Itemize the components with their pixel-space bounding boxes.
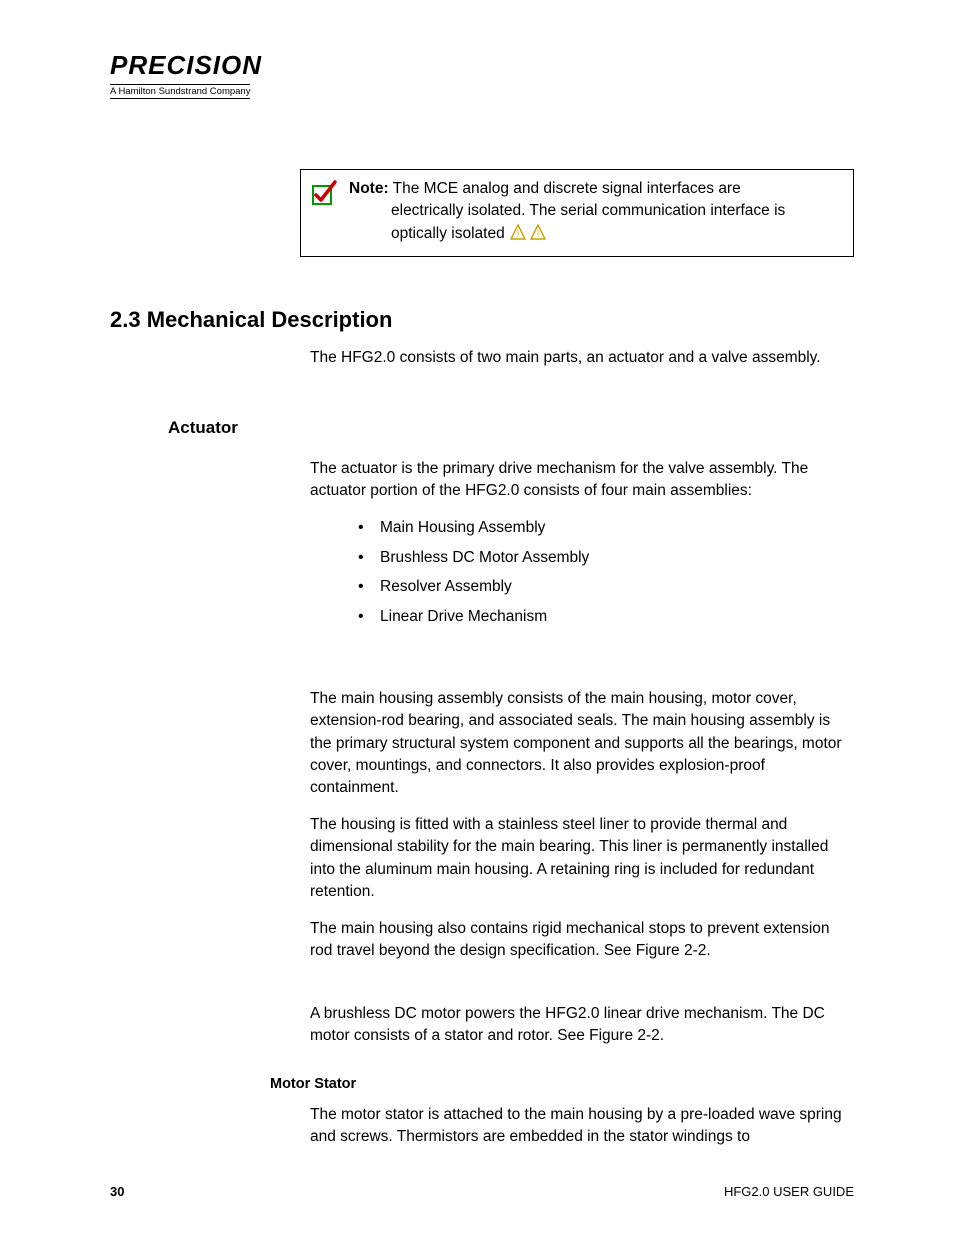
list-item: Resolver Assembly (358, 576, 854, 598)
svg-text:!: ! (537, 229, 540, 239)
actuator-p3: The housing is fitted with a stainless s… (310, 814, 854, 904)
actuator-heading: Actuator (168, 418, 854, 438)
actuator-bullets: Main Housing Assembly Brushless DC Motor… (358, 517, 854, 628)
note-line3: optically isolated (391, 225, 505, 242)
actuator-p4: The main housing also contains rigid mec… (310, 918, 854, 963)
logo-tagline: A Hamilton Sundstrand Company (110, 84, 250, 99)
motor-stator-p1: The motor stator is attached to the main… (310, 1104, 854, 1149)
logo-block: PRECISION A Hamilton Sundstrand Company (110, 50, 854, 99)
page-footer: 30 HFG2.0 USER GUIDE (110, 1184, 854, 1199)
list-item: Brushless DC Motor Assembly (358, 547, 854, 569)
doc-title: HFG2.0 USER GUIDE (724, 1184, 854, 1199)
section-intro: The HFG2.0 consists of two main parts, a… (310, 347, 854, 369)
note-text: Note: The MCE analog and discrete signal… (349, 178, 843, 248)
note-line1: The MCE analog and discrete signal inter… (393, 180, 741, 197)
list-item: Main Housing Assembly (358, 517, 854, 539)
note-label: Note: (349, 180, 389, 197)
logo-brand: PRECISION (110, 50, 854, 81)
note-line2: electrically isolated. The serial commun… (349, 200, 843, 222)
svg-text:!: ! (517, 229, 520, 239)
checkmark-icon (311, 180, 339, 211)
warning-icons: ! ! (509, 223, 549, 248)
page-number: 30 (110, 1184, 124, 1199)
section-heading: 2.3 Mechanical Description (110, 307, 854, 333)
motor-stator-heading: Motor Stator (270, 1076, 854, 1092)
note-box: Note: The MCE analog and discrete signal… (300, 169, 854, 257)
list-item: Linear Drive Mechanism (358, 606, 854, 628)
actuator-p1: The actuator is the primary drive mechan… (310, 458, 854, 503)
actuator-p5: A brushless DC motor powers the HFG2.0 l… (310, 1003, 854, 1048)
actuator-p2: The main housing assembly consists of th… (310, 688, 854, 800)
